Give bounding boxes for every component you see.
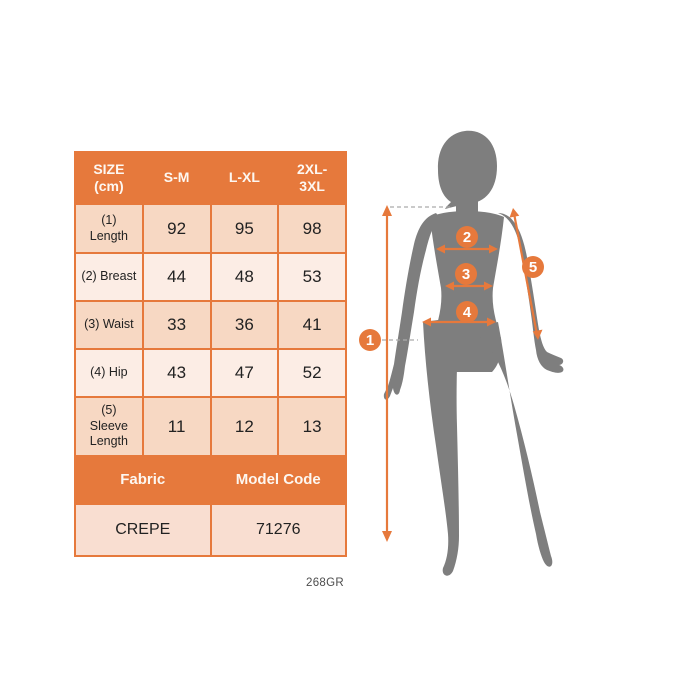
woman-silhouette	[383, 130, 564, 576]
header-l-xl: L-XL	[211, 153, 278, 203]
point-badge-1: 1	[359, 329, 381, 351]
waist-2xl: 41	[279, 302, 345, 348]
point-2-label: 2	[463, 229, 471, 246]
point-badge-3: 3	[455, 263, 477, 285]
size-table: SIZE (cm) S-M L-XL 2XL- 3XL (1) Length 9…	[74, 151, 347, 557]
fabric-value: CREPE	[76, 505, 210, 555]
fabric-header: Fabric	[76, 457, 210, 503]
point-badge-5: 5	[522, 256, 544, 278]
sleeve-2xl: 13	[279, 398, 345, 455]
waist-s-m: 33	[143, 302, 210, 348]
breast-arrow	[436, 244, 498, 254]
hip-s-m: 43	[143, 350, 210, 396]
waist-arrow	[445, 281, 493, 291]
breast-2xl: 53	[279, 254, 345, 300]
woman-silhouette-diagram: 1 2 3 4 5	[359, 130, 564, 576]
point-5-label: 5	[529, 259, 537, 276]
model-code-value: 71276	[211, 505, 345, 555]
header-s-m: S-M	[143, 153, 210, 203]
length-l-xl: 95	[211, 205, 278, 252]
header-2xl-3xl: 2XL- 3XL	[279, 153, 345, 203]
hip-l-xl: 47	[211, 350, 278, 396]
header-size-cm: SIZE (cm)	[76, 153, 142, 203]
point-4-label: 4	[463, 304, 472, 321]
sleeve-l-xl: 12	[211, 398, 278, 455]
hip-2xl: 52	[279, 350, 345, 396]
sleeve-s-m: 11	[143, 398, 210, 455]
measurement-figure: 1 2 3 4 5	[350, 110, 620, 590]
model-code-header: Model Code	[211, 457, 345, 503]
breast-l-xl: 48	[211, 254, 278, 300]
row-label-length: (1) Length	[76, 205, 142, 252]
hip-arrow	[422, 317, 496, 327]
point-1-label: 1	[366, 332, 374, 349]
waist-l-xl: 36	[211, 302, 278, 348]
length-2xl: 98	[279, 205, 345, 252]
row-label-hip: (4) Hip	[76, 350, 142, 396]
product-code: 268GR	[306, 577, 344, 589]
row-label-waist: (3) Waist	[76, 302, 142, 348]
row-label-sleeve-length: (5) Sleeve Length	[76, 398, 142, 455]
point-3-label: 3	[462, 266, 470, 283]
point-badge-4: 4	[456, 301, 478, 323]
length-s-m: 92	[143, 205, 210, 252]
row-label-breast: (2) Breast	[76, 254, 142, 300]
measure-point-badges: 1 2 3 4 5	[359, 226, 544, 351]
length-arrow	[382, 205, 392, 542]
breast-s-m: 44	[143, 254, 210, 300]
point-badge-2: 2	[456, 226, 478, 248]
